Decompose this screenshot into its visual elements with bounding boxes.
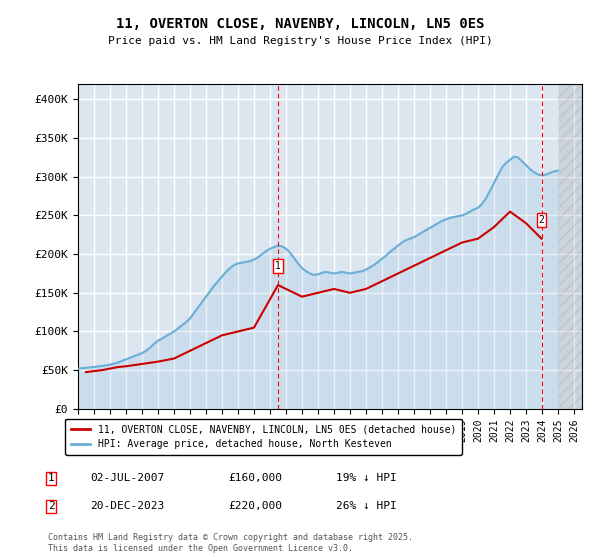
Text: Contains HM Land Registry data © Crown copyright and database right 2025.
This d: Contains HM Land Registry data © Crown c… (48, 533, 413, 553)
Text: £160,000: £160,000 (228, 473, 282, 483)
Text: 20-DEC-2023: 20-DEC-2023 (90, 501, 164, 511)
Legend: 11, OVERTON CLOSE, NAVENBY, LINCOLN, LN5 0ES (detached house), HPI: Average pric: 11, OVERTON CLOSE, NAVENBY, LINCOLN, LN5… (65, 418, 462, 455)
Text: 1: 1 (275, 261, 281, 271)
Text: 2: 2 (539, 214, 544, 225)
Text: 11, OVERTON CLOSE, NAVENBY, LINCOLN, LN5 0ES: 11, OVERTON CLOSE, NAVENBY, LINCOLN, LN5… (116, 17, 484, 31)
Bar (558, 84, 582, 409)
Text: 1: 1 (48, 473, 55, 483)
Text: 2: 2 (48, 501, 55, 511)
Text: 02-JUL-2007: 02-JUL-2007 (90, 473, 164, 483)
Text: 26% ↓ HPI: 26% ↓ HPI (336, 501, 397, 511)
Text: 19% ↓ HPI: 19% ↓ HPI (336, 473, 397, 483)
Text: £220,000: £220,000 (228, 501, 282, 511)
Text: Price paid vs. HM Land Registry's House Price Index (HPI): Price paid vs. HM Land Registry's House … (107, 36, 493, 46)
